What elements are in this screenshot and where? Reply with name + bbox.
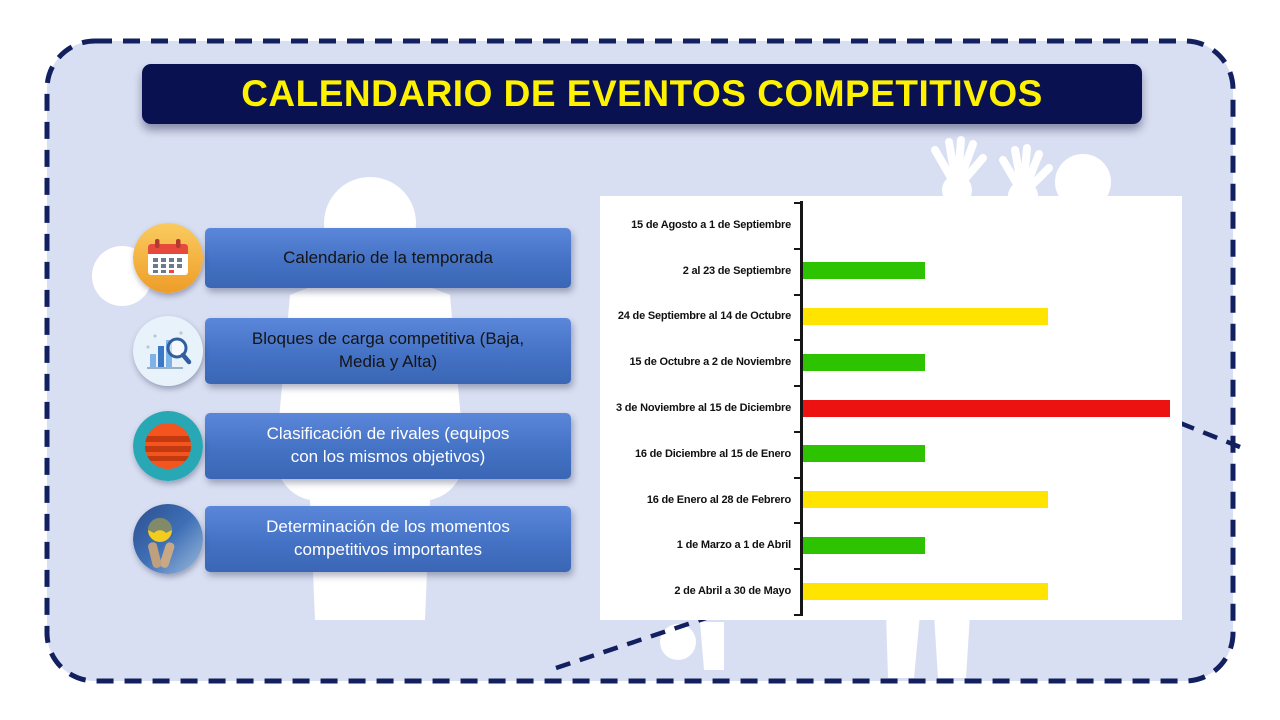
chart-category-label: 24 de Septiembre al 14 de Octubre bbox=[617, 310, 791, 323]
chart-category-label: 2 al 23 de Septiembre bbox=[682, 264, 792, 277]
decorative-silhouette-bottom bbox=[660, 622, 724, 670]
chart-category-label: 1 de Marzo a 1 de Abril bbox=[676, 539, 791, 552]
chart-row: 16 de Enero al 28 de Febrero bbox=[600, 477, 1182, 523]
chart-axis-tick bbox=[794, 568, 803, 571]
chart-axis-tick bbox=[794, 339, 803, 342]
calendar-icon bbox=[133, 223, 203, 293]
chart-bar-area bbox=[800, 248, 1182, 294]
chart-bar-area bbox=[800, 477, 1182, 523]
chart-row: 15 de Octubre a 2 de Noviembre bbox=[600, 339, 1182, 385]
player-silhouette-legs bbox=[886, 614, 970, 678]
chart-axis-tick bbox=[794, 202, 803, 204]
chart-category-label: 16 de Diciembre al 15 de Enero bbox=[634, 447, 791, 460]
chart-bar-area bbox=[800, 294, 1182, 340]
list-item-clasificacion: Clasificación de rivales (equipos con lo… bbox=[205, 413, 571, 479]
chart-row: 15 de Agosto a 1 de Septiembre bbox=[600, 202, 1182, 248]
chart-axis-tick bbox=[794, 247, 803, 250]
chart-bar-area bbox=[800, 385, 1182, 431]
list-item-bloques: Bloques de carga competitiva (Baja, Medi… bbox=[205, 318, 571, 384]
chart-axis-line bbox=[800, 201, 803, 615]
chart-bar bbox=[803, 262, 926, 280]
chart-bar bbox=[803, 491, 1048, 509]
list-item-calendario: Calendario de la temporada bbox=[205, 228, 571, 288]
title-banner: CALENDARIO DE EVENTOS COMPETITIVOS bbox=[142, 64, 1142, 124]
chart-bar bbox=[803, 536, 926, 554]
chart-category-label: 16 de Enero al 28 de Febrero bbox=[646, 493, 791, 506]
chart-row: 2 de Abril a 30 de Mayo bbox=[600, 568, 1182, 614]
chart-bar-area bbox=[800, 202, 1182, 248]
chart-magnifier-icon bbox=[133, 316, 203, 386]
chart-bar-area bbox=[800, 522, 1182, 568]
chart-bar bbox=[803, 353, 926, 371]
bar-chart: 15 de Agosto a 1 de Septiembre 2 al 23 de… bbox=[600, 196, 1182, 620]
chart-category-label: 3 de Noviembre al 15 de Diciembre bbox=[616, 402, 791, 415]
chart-bar-area bbox=[800, 431, 1182, 477]
chart-category-label: 15 de Octubre a 2 de Noviembre bbox=[629, 356, 791, 369]
chart-row: 24 de Septiembre al 14 de Octubre bbox=[600, 294, 1182, 340]
volleyball-photo-icon bbox=[133, 504, 203, 574]
chart-bar bbox=[803, 445, 926, 463]
chart-axis-tick bbox=[794, 385, 803, 388]
chart-bar bbox=[803, 307, 1048, 325]
chart-category-label: 2 de Abril a 30 de Mayo bbox=[674, 585, 791, 598]
page-title: CALENDARIO DE EVENTOS COMPETITIVOS bbox=[241, 73, 1043, 114]
chart-row: 16 de Diciembre al 15 de Enero bbox=[600, 431, 1182, 477]
list-item-label: Calendario de la temporada bbox=[283, 247, 493, 267]
chart-rows: 15 de Agosto a 1 de Septiembre 2 al 23 de… bbox=[600, 202, 1182, 614]
chart-bar-area bbox=[800, 339, 1182, 385]
list-item-label: Clasificación de rivales (equipos con lo… bbox=[266, 424, 510, 466]
chart-axis-tick bbox=[794, 614, 803, 616]
list-item-determinacion: Determinación de los momentos competitiv… bbox=[205, 506, 571, 572]
chart-bar-area bbox=[800, 568, 1182, 614]
chart-axis-tick bbox=[794, 476, 803, 479]
chart-row: 3 de Noviembre al 15 de Diciembre bbox=[600, 385, 1182, 431]
chart-bar bbox=[803, 582, 1048, 600]
chart-axis-tick bbox=[794, 430, 803, 433]
striped-ball-icon bbox=[133, 411, 203, 481]
list-item-label: Determinación de los momentos competitiv… bbox=[266, 517, 510, 559]
chart-row: 1 de Marzo a 1 de Abril bbox=[600, 522, 1182, 568]
chart-axis-tick bbox=[794, 293, 803, 296]
chart-category-label: 15 de Agosto a 1 de Septiembre bbox=[631, 218, 791, 231]
chart-row: 2 al 23 de Septiembre bbox=[600, 248, 1182, 294]
chart-bar bbox=[803, 399, 1170, 417]
chart-axis-tick bbox=[794, 522, 803, 525]
list-item-label: Bloques de carga competitiva (Baja, Medi… bbox=[251, 329, 525, 371]
